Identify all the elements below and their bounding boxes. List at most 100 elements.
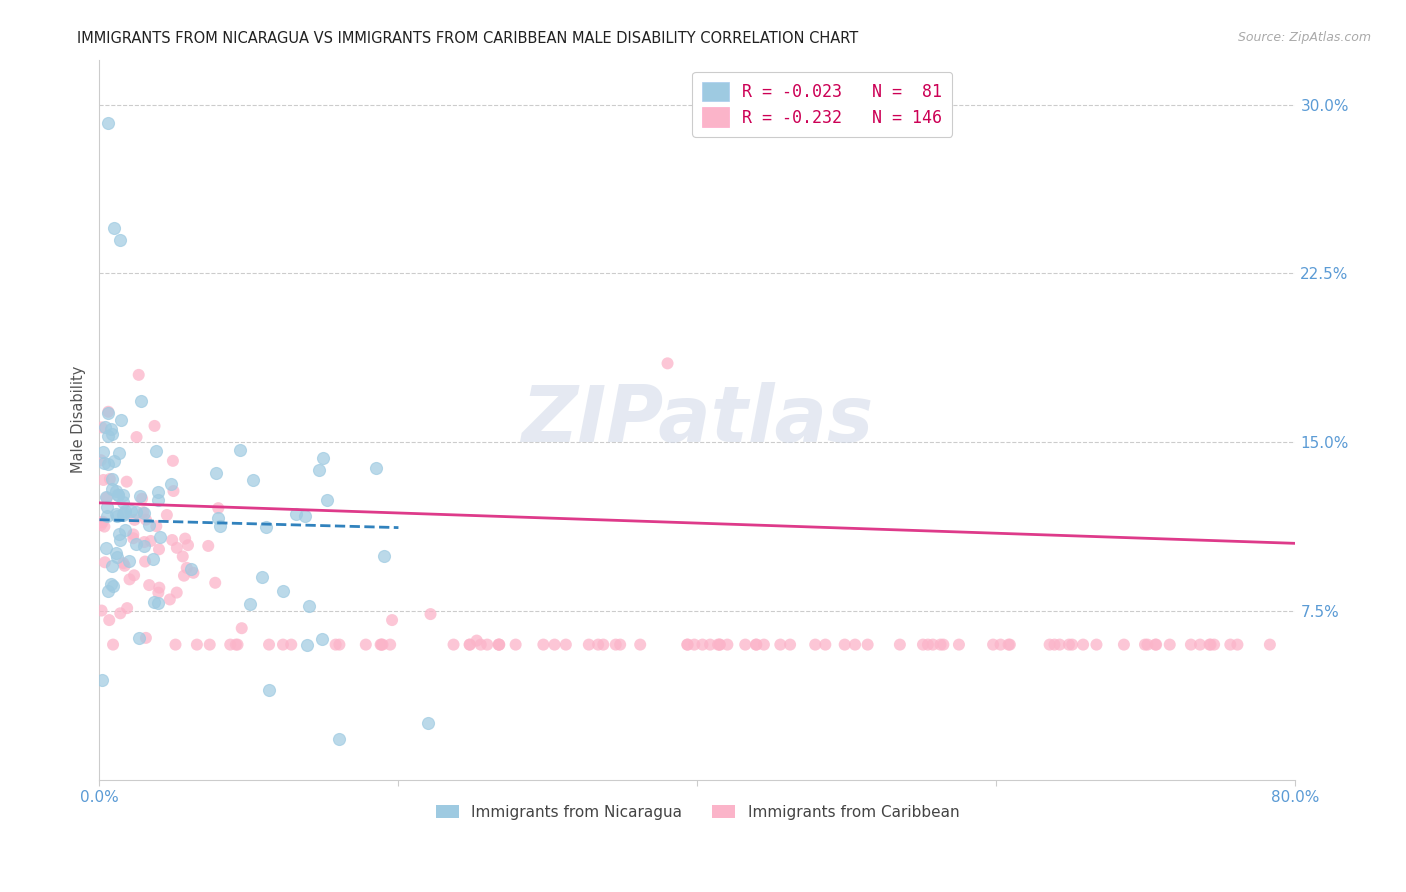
Point [110, 233, 132, 247]
Point [225, 638, 247, 652]
Point [1039, 638, 1062, 652]
Point [298, 599, 321, 613]
Point [1062, 638, 1084, 652]
Point [1204, 638, 1226, 652]
Point [176, 561, 198, 575]
Point [242, 473, 264, 487]
Point [226, 638, 249, 652]
Point [209, 518, 232, 533]
Point [370, 638, 392, 652]
Point [707, 638, 730, 652]
Point [990, 638, 1012, 652]
Point [122, 527, 145, 541]
Point [911, 638, 934, 652]
Point [180, 562, 202, 576]
Point [90, 516, 112, 530]
Point [114, 558, 136, 573]
Point [142, 552, 165, 566]
Point [734, 638, 756, 652]
Point [96, 508, 118, 523]
Point [166, 541, 188, 555]
Point [531, 638, 554, 652]
Point [929, 638, 952, 652]
Point [1144, 638, 1167, 652]
Point [108, 533, 131, 547]
Point [676, 638, 699, 652]
Point [148, 596, 170, 610]
Point [804, 638, 827, 652]
Legend: Immigrants from Nicaragua, Immigrants from Caribbean: Immigrants from Nicaragua, Immigrants fr… [430, 798, 966, 826]
Point [297, 639, 319, 653]
Point [257, 638, 280, 652]
Point [254, 520, 277, 534]
Point [104, 546, 127, 560]
Point [328, 732, 350, 747]
Point [294, 508, 316, 523]
Point [948, 638, 970, 652]
Point [145, 443, 167, 458]
Text: IMMIGRANTS FROM NICARAGUA VS IMMIGRANTS FROM CARIBBEAN MALE DISABILITY CORRELATI: IMMIGRANTS FROM NICARAGUA VS IMMIGRANTS … [77, 31, 859, 46]
Point [91, 445, 114, 459]
Point [779, 638, 801, 652]
Point [889, 638, 911, 652]
Point [834, 638, 856, 652]
Point [271, 638, 294, 652]
Point [578, 638, 600, 652]
Point [465, 633, 488, 648]
Point [91, 673, 114, 687]
Point [554, 638, 576, 652]
Point [592, 638, 614, 652]
Point [752, 638, 775, 652]
Point [166, 585, 188, 599]
Point [381, 613, 404, 627]
Point [97, 405, 120, 419]
Point [1112, 638, 1135, 652]
Point [143, 418, 166, 433]
Point [657, 356, 679, 370]
Point [1049, 638, 1071, 652]
Point [1133, 638, 1156, 652]
Point [94, 555, 117, 569]
Point [97, 457, 120, 471]
Point [128, 632, 150, 646]
Point [159, 476, 181, 491]
Point [143, 595, 166, 609]
Point [173, 568, 195, 582]
Point [128, 368, 150, 382]
Point [814, 638, 837, 652]
Point [134, 555, 156, 569]
Point [1198, 638, 1220, 652]
Point [93, 519, 115, 533]
Point [1180, 638, 1202, 652]
Point [90, 603, 112, 617]
Point [103, 221, 125, 235]
Point [932, 638, 955, 652]
Point [165, 638, 187, 652]
Point [131, 491, 153, 506]
Point [100, 422, 122, 436]
Point [97, 429, 120, 443]
Point [108, 527, 131, 541]
Point [609, 638, 631, 652]
Point [1188, 638, 1211, 652]
Point [174, 532, 197, 546]
Point [1057, 638, 1080, 652]
Point [98, 472, 121, 486]
Point [104, 483, 127, 498]
Point [138, 578, 160, 592]
Point [922, 638, 945, 652]
Point [90, 518, 112, 533]
Point [172, 549, 194, 564]
Point [117, 554, 139, 568]
Point [1199, 638, 1222, 652]
Point [856, 638, 879, 652]
Point [917, 638, 939, 652]
Point [229, 443, 252, 458]
Point [124, 513, 146, 527]
Point [354, 638, 377, 652]
Point [231, 621, 253, 635]
Point [308, 462, 330, 476]
Point [122, 531, 145, 545]
Point [125, 505, 148, 519]
Point [135, 631, 157, 645]
